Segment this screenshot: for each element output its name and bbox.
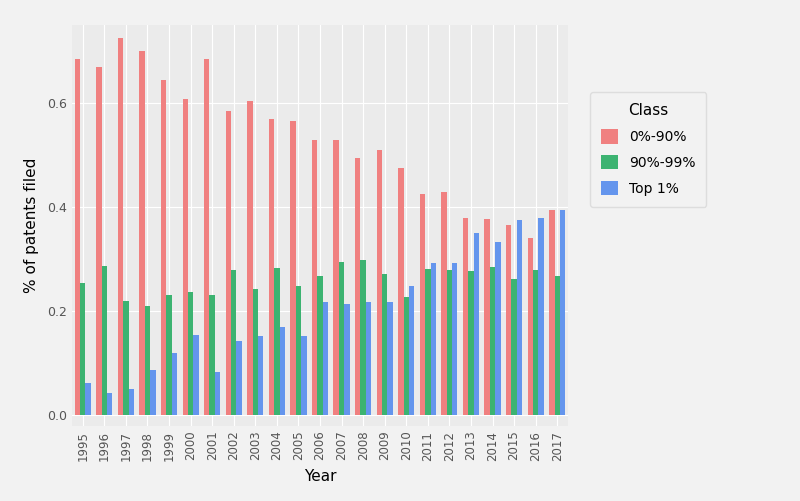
Bar: [446, 270, 452, 415]
Bar: [511, 279, 517, 415]
Bar: [425, 269, 430, 415]
Bar: [463, 217, 468, 415]
Bar: [403, 297, 409, 415]
Bar: [533, 270, 538, 415]
Bar: [468, 271, 474, 415]
Bar: [387, 302, 393, 415]
Bar: [96, 67, 102, 415]
Bar: [123, 301, 129, 415]
Bar: [129, 389, 134, 415]
Y-axis label: % of patents filed: % of patents filed: [24, 158, 39, 293]
Bar: [366, 303, 371, 415]
Bar: [139, 51, 145, 415]
Bar: [452, 263, 458, 415]
Legend: 0%-90%, 90%-99%, Top 1%: 0%-90%, 90%-99%, Top 1%: [590, 92, 706, 207]
Bar: [237, 341, 242, 415]
Bar: [506, 225, 511, 415]
Bar: [312, 140, 318, 415]
Bar: [430, 263, 436, 415]
Bar: [474, 233, 479, 415]
Bar: [231, 270, 237, 415]
Bar: [269, 119, 274, 415]
Bar: [204, 59, 210, 415]
Bar: [377, 150, 382, 415]
Bar: [485, 218, 490, 415]
Bar: [538, 217, 544, 415]
Bar: [150, 370, 155, 415]
Bar: [118, 38, 123, 415]
Bar: [188, 292, 194, 415]
Bar: [554, 276, 560, 415]
Bar: [420, 194, 425, 415]
Bar: [339, 262, 344, 415]
Bar: [527, 238, 533, 415]
Bar: [495, 242, 501, 415]
Bar: [215, 372, 220, 415]
Bar: [172, 353, 177, 415]
X-axis label: Year: Year: [304, 469, 336, 484]
Bar: [290, 121, 296, 415]
Bar: [334, 140, 339, 415]
Bar: [102, 266, 107, 415]
Bar: [247, 101, 253, 415]
Bar: [382, 274, 387, 415]
Bar: [344, 304, 350, 415]
Bar: [80, 283, 86, 415]
Bar: [166, 295, 172, 415]
Bar: [296, 287, 301, 415]
Bar: [442, 191, 446, 415]
Bar: [560, 210, 566, 415]
Bar: [355, 158, 361, 415]
Bar: [318, 276, 322, 415]
Bar: [86, 383, 91, 415]
Bar: [145, 306, 150, 415]
Bar: [210, 295, 215, 415]
Bar: [409, 287, 414, 415]
Bar: [258, 336, 263, 415]
Bar: [74, 59, 80, 415]
Bar: [194, 335, 198, 415]
Bar: [253, 289, 258, 415]
Bar: [549, 210, 554, 415]
Bar: [517, 220, 522, 415]
Bar: [226, 111, 231, 415]
Bar: [398, 168, 403, 415]
Bar: [361, 261, 366, 415]
Bar: [182, 100, 188, 415]
Bar: [322, 302, 328, 415]
Bar: [161, 80, 166, 415]
Bar: [490, 267, 495, 415]
Bar: [107, 393, 113, 415]
Bar: [301, 336, 306, 415]
Bar: [274, 268, 279, 415]
Bar: [279, 327, 285, 415]
